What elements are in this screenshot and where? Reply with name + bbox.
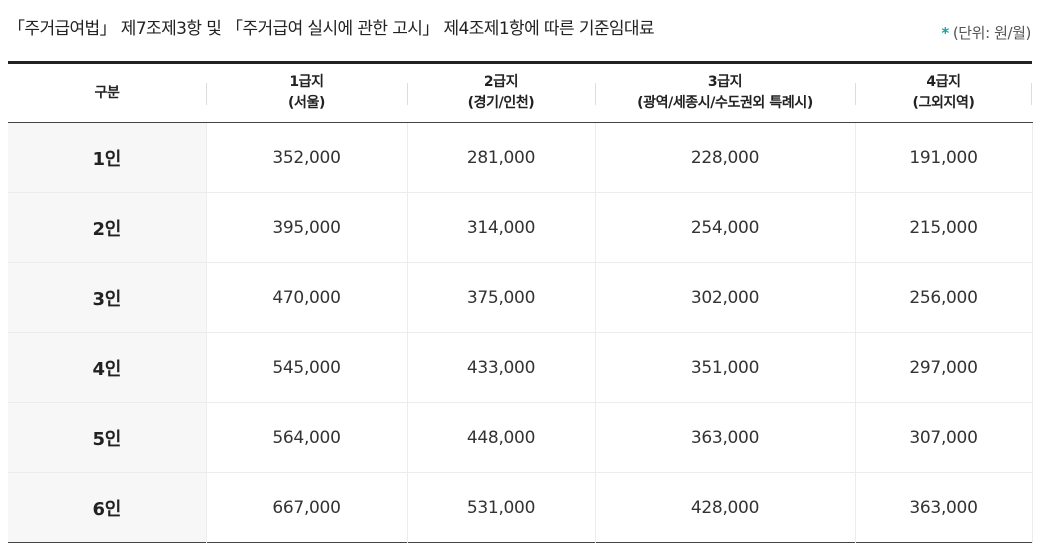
table-cell: 307,000 bbox=[854, 402, 1033, 473]
table-cell: 531,000 bbox=[406, 472, 595, 543]
header-sublabel: (그외지역) bbox=[912, 95, 975, 111]
table-cell: 314,000 bbox=[406, 192, 595, 263]
table-cell: 545,000 bbox=[205, 332, 407, 403]
table-cell: 428,000 bbox=[594, 472, 855, 543]
header-category: 구분 bbox=[8, 62, 206, 123]
unit-text: (단위: 원/월) bbox=[952, 24, 1032, 42]
table-cell: 395,000 bbox=[205, 192, 407, 263]
table-cell: 351,000 bbox=[594, 332, 855, 403]
table-cell: 375,000 bbox=[406, 262, 595, 333]
table-cell: 254,000 bbox=[594, 192, 855, 263]
row-label: 1인 bbox=[8, 122, 206, 193]
table-cell: 256,000 bbox=[854, 262, 1033, 333]
row-label: 2인 bbox=[8, 192, 206, 263]
header-label: 4급지 bbox=[926, 74, 961, 90]
table-row: 1인 352,000 281,000 228,000 191,000 bbox=[8, 122, 1033, 193]
table-cell: 352,000 bbox=[205, 122, 407, 193]
header-tier-4: 4급지 (그외지역) bbox=[855, 62, 1032, 123]
row-label: 5인 bbox=[8, 402, 206, 473]
table-row: 6인 667,000 531,000 428,000 363,000 bbox=[8, 472, 1033, 543]
table-cell: 297,000 bbox=[854, 332, 1033, 403]
header-label: 1급지 bbox=[289, 74, 324, 90]
header-sublabel: (경기/인천) bbox=[467, 95, 535, 111]
header-row: 구분 1급지 (서울) 2급지 (경기/인천) 3급지 (광역/세종시/수도권외 특례… bbox=[8, 62, 1032, 123]
asterisk-icon: * bbox=[941, 24, 949, 42]
header-tier-2: 2급지 (경기/인천) bbox=[407, 62, 595, 123]
table-cell: 191,000 bbox=[854, 122, 1033, 193]
header-label: 구분 bbox=[94, 84, 120, 101]
row-label: 4인 bbox=[8, 332, 206, 403]
table-cell: 302,000 bbox=[594, 262, 855, 333]
table-caption: 「주거급여법」 제7조제3항 및 「주거급여 실시에 관한 고시」 제4조제1항… bbox=[8, 19, 655, 39]
row-label: 3인 bbox=[8, 262, 206, 333]
table-cell: 564,000 bbox=[205, 402, 407, 473]
table-cell: 363,000 bbox=[854, 472, 1033, 543]
unit-note: * (단위: 원/월) bbox=[941, 22, 1031, 43]
table-cell: 215,000 bbox=[854, 192, 1033, 263]
rent-table: 구분 1급지 (서울) 2급지 (경기/인천) 3급지 (광역/세종시/수도권외 특례… bbox=[8, 61, 1033, 543]
header-sublabel: (서울) bbox=[288, 95, 325, 111]
header-tier-1: 1급지 (서울) bbox=[206, 62, 407, 123]
header-sublabel: (광역/세종시/수도권외 특례시) bbox=[637, 95, 813, 111]
table-cell: 228,000 bbox=[594, 122, 855, 193]
row-label: 6인 bbox=[8, 472, 206, 543]
table-cell: 667,000 bbox=[205, 472, 407, 543]
table-cell: 448,000 bbox=[406, 402, 595, 473]
table-row: 5인 564,000 448,000 363,000 307,000 bbox=[8, 402, 1033, 473]
header-tier-3: 3급지 (광역/세종시/수도권외 특례시) bbox=[595, 62, 855, 123]
header-label: 2급지 bbox=[483, 74, 519, 90]
table-cell: 433,000 bbox=[406, 332, 595, 403]
table-row: 3인 470,000 375,000 302,000 256,000 bbox=[8, 262, 1033, 333]
table-row: 2인 395,000 314,000 254,000 215,000 bbox=[8, 192, 1033, 263]
table-cell: 363,000 bbox=[594, 402, 855, 473]
table-cell: 470,000 bbox=[205, 262, 407, 333]
header-label: 3급지 bbox=[707, 74, 743, 90]
table-row: 4인 545,000 433,000 351,000 297,000 bbox=[8, 332, 1033, 403]
table-cell: 281,000 bbox=[406, 122, 595, 193]
